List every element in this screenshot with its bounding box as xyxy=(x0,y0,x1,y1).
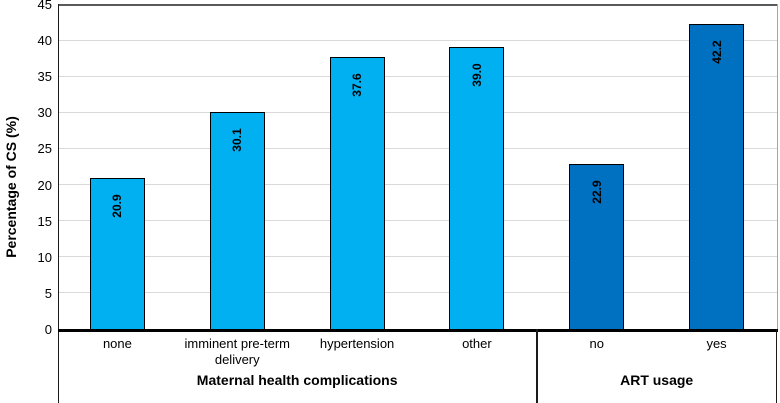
y-tick-label: 25 xyxy=(37,141,52,157)
gridline xyxy=(57,220,777,222)
x-group-label: Maternal health complications xyxy=(196,372,398,388)
x-group-label: ART usage xyxy=(620,372,694,388)
x-category-label: imminent pre-term delivery xyxy=(184,336,290,367)
gridline xyxy=(57,111,777,113)
group-divider xyxy=(536,329,538,403)
plot-top-border xyxy=(57,4,778,6)
y-tick-label: 20 xyxy=(37,177,52,193)
plot-right-border xyxy=(776,4,778,329)
gridline xyxy=(57,256,777,258)
y-axis-line xyxy=(57,4,59,403)
x-category-label: yes xyxy=(706,336,727,351)
x-category-label: no xyxy=(589,336,604,351)
group-divider xyxy=(775,329,778,403)
bar-value-label: 30.1 xyxy=(230,127,245,152)
gridline xyxy=(57,292,777,294)
gridline xyxy=(57,184,777,186)
y-tick-label: 15 xyxy=(37,213,52,229)
x-category-label: none xyxy=(102,336,132,351)
bar-none xyxy=(89,178,145,330)
y-tick-label: 40 xyxy=(37,33,52,49)
gridline xyxy=(57,147,777,149)
gridline xyxy=(57,75,777,77)
bar-value-label: 42.2 xyxy=(709,40,724,64)
bar-no xyxy=(569,163,625,330)
x-category-label: other xyxy=(462,336,492,351)
bar-value-label: 37.6 xyxy=(350,73,365,98)
y-tick-label: 10 xyxy=(37,249,52,265)
y-tick-label: 5 xyxy=(44,285,52,301)
bar-value-label: 39.0 xyxy=(469,63,484,88)
x-axis-baseline xyxy=(57,329,778,332)
y-tick-label: 0 xyxy=(44,322,52,337)
gridline xyxy=(57,39,777,41)
bar-value-label: 20.9 xyxy=(110,194,125,218)
bar-yes xyxy=(689,24,745,330)
x-category-label: hypertension xyxy=(319,336,395,351)
y-tick-label: 35 xyxy=(37,69,52,85)
y-tick-label: 30 xyxy=(37,105,52,121)
bar-value-label: 22.9 xyxy=(589,179,604,204)
bar-other xyxy=(449,47,505,330)
bar-imminent-pre-term-delivery xyxy=(209,111,265,330)
y-tick-label: 45 xyxy=(37,0,52,12)
